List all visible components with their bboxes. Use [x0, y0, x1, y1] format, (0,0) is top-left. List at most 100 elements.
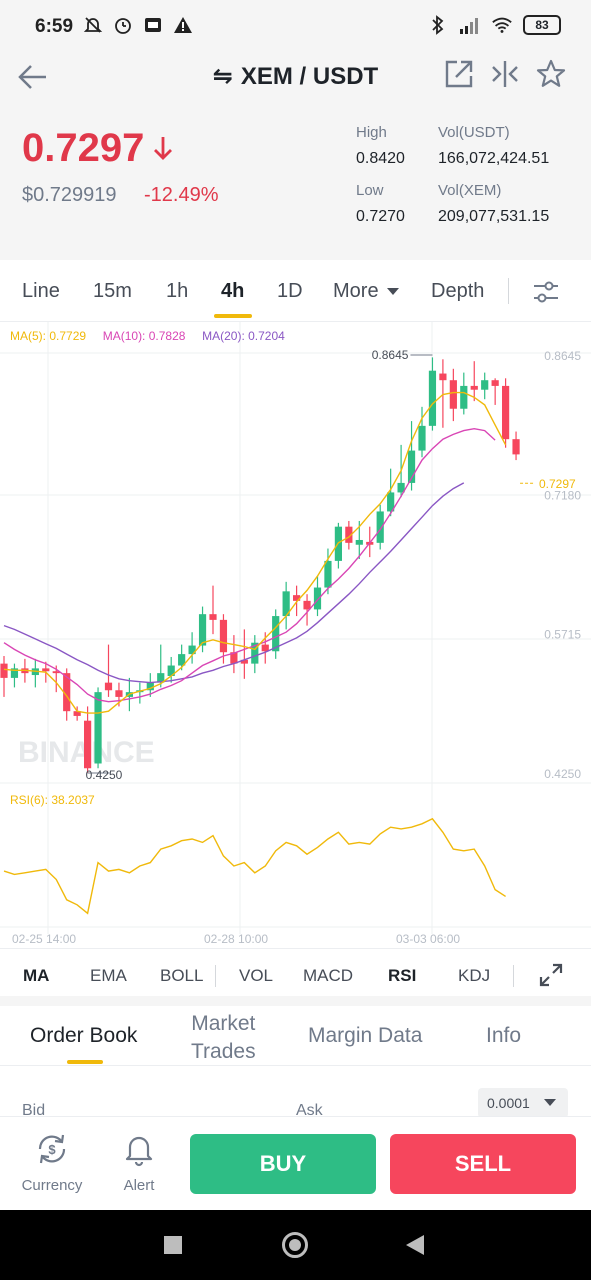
high-label: High	[356, 124, 387, 141]
tab-info[interactable]: Info	[486, 1024, 522, 1047]
status-bar: 6:59 83	[0, 0, 591, 52]
candle-up	[146, 682, 154, 691]
y-tick-label: 0.5715	[544, 628, 581, 642]
candle-up	[428, 370, 437, 426]
indicator-boll[interactable]: BOLL	[160, 966, 204, 985]
vol-base-value: 209,077,531.15	[438, 208, 550, 225]
pair-name: XEM / USDT	[240, 63, 379, 90]
fullscreen-button[interactable]	[538, 962, 564, 988]
chart-settings-button[interactable]	[531, 278, 561, 306]
bluetooth-icon	[427, 14, 449, 36]
indicator-ma[interactable]: MA	[23, 966, 50, 985]
candle-down	[63, 673, 71, 712]
sliders-icon	[534, 281, 558, 303]
section-separator	[0, 996, 591, 1006]
candle-down	[491, 380, 499, 386]
candle-up	[324, 560, 332, 588]
candle-up	[272, 616, 280, 652]
back-arrow-icon	[18, 65, 46, 89]
tab-4h[interactable]: 4h	[221, 280, 245, 302]
share-button[interactable]	[443, 58, 475, 90]
swap-pair-icon: ⇋	[212, 63, 233, 90]
tab-1d[interactable]: 1D	[277, 280, 303, 302]
high-value: 0.8420	[356, 150, 405, 167]
indicator-ema[interactable]: EMA	[90, 966, 127, 985]
signal-icon	[459, 14, 481, 36]
pair-title[interactable]: ⇋ XEM / USDT	[0, 62, 591, 91]
candle-down	[219, 619, 228, 653]
favorite-button[interactable]	[535, 58, 567, 90]
indicator-kdj[interactable]: KDJ	[458, 966, 491, 985]
candle-up	[178, 654, 186, 666]
candle-up	[355, 539, 363, 545]
tab-market-trades-line1: Market	[191, 1012, 256, 1035]
tab-order-book[interactable]: Order Book	[30, 1024, 138, 1047]
candle-down	[115, 690, 123, 697]
currency-button[interactable]: $ Currency	[20, 1131, 84, 1194]
alert-button[interactable]: Alert	[117, 1131, 161, 1194]
caret-down-icon	[387, 287, 400, 295]
candle-up	[188, 645, 196, 655]
y-tick-label: 0.8645	[544, 349, 581, 363]
indicator-macd[interactable]: MACD	[303, 966, 354, 985]
usd-price: $0.729919	[22, 184, 117, 206]
expand-icon	[539, 963, 563, 987]
tab-line[interactable]: Line	[22, 280, 60, 302]
compare-icon	[492, 61, 518, 87]
rsi-line	[3, 817, 506, 915]
star-icon	[536, 59, 566, 87]
tab-depth[interactable]: Depth	[431, 280, 485, 302]
tab-margin-data[interactable]: Margin Data	[308, 1024, 423, 1047]
warning-icon	[172, 14, 194, 36]
precision-value: 0.0001	[487, 1095, 530, 1111]
ma10-legend: MA(10): 0.7828	[102, 329, 186, 343]
indicator-vol[interactable]: VOL	[239, 966, 274, 985]
sell-button[interactable]: SELL	[390, 1134, 576, 1194]
x-tick-label: 02-28 10:00	[204, 932, 268, 946]
indicator-rsi[interactable]: RSI	[388, 966, 417, 985]
low-marker-label: 0.4250	[86, 768, 123, 782]
percent-change: -12.49%	[144, 184, 219, 206]
interval-tabs: Line 15m 1h 4h 1D More Depth	[0, 260, 591, 322]
tab-15m[interactable]: 15m	[93, 280, 132, 302]
high-marker-label: 0.8645	[372, 348, 409, 362]
home-icon[interactable]	[282, 1232, 308, 1258]
indicator-divider	[513, 965, 514, 987]
candle-down	[84, 720, 92, 769]
market-info-tabs: Order Book Market Trades Margin Data Inf…	[0, 1006, 591, 1066]
alert-label: Alert	[123, 1177, 155, 1194]
ask-label: Ask	[296, 1102, 323, 1119]
candle-up	[376, 511, 384, 543]
currency-exchange-icon: $	[38, 1134, 66, 1164]
candle-up	[397, 482, 405, 493]
bid-label: Bid	[22, 1102, 46, 1119]
candle-down	[261, 644, 269, 652]
back-triangle-icon[interactable]	[406, 1235, 424, 1255]
buy-button[interactable]: BUY	[190, 1134, 376, 1194]
vol-quote-value: 166,072,424.51	[438, 150, 550, 167]
trade-action-bar: $ Currency Alert BUY SELL	[0, 1116, 591, 1210]
candle-down	[52, 671, 60, 674]
ma20-legend: MA(20): 0.7204	[202, 329, 285, 343]
candle-up	[94, 692, 102, 764]
candle-down	[42, 668, 50, 672]
precision-select[interactable]: 0.0001	[478, 1088, 568, 1118]
order-book-header: Bid Ask 0.0001	[0, 1066, 591, 1119]
candle-down	[209, 614, 217, 620]
rsi-legend: RSI(6): 38.2037	[10, 793, 95, 807]
system-nav-bar	[0, 1210, 591, 1280]
candle-down	[230, 652, 238, 664]
tab-market-trades[interactable]: Market Trades	[191, 1010, 256, 1066]
compare-button[interactable]	[489, 58, 521, 90]
tab-more[interactable]: More	[333, 280, 400, 303]
back-button[interactable]	[16, 60, 50, 94]
candle-up	[313, 587, 322, 610]
x-tick-label: 02-25 14:00	[12, 932, 76, 946]
candle-up	[387, 492, 395, 512]
tab-market-trades-line2: Trades	[191, 1040, 256, 1063]
recents-icon[interactable]	[164, 1236, 182, 1254]
tab-1h[interactable]: 1h	[166, 280, 189, 302]
indicator-tabs: MA EMA BOLL VOL MACD RSI KDJ	[0, 948, 591, 1000]
ma5-line	[3, 391, 507, 714]
